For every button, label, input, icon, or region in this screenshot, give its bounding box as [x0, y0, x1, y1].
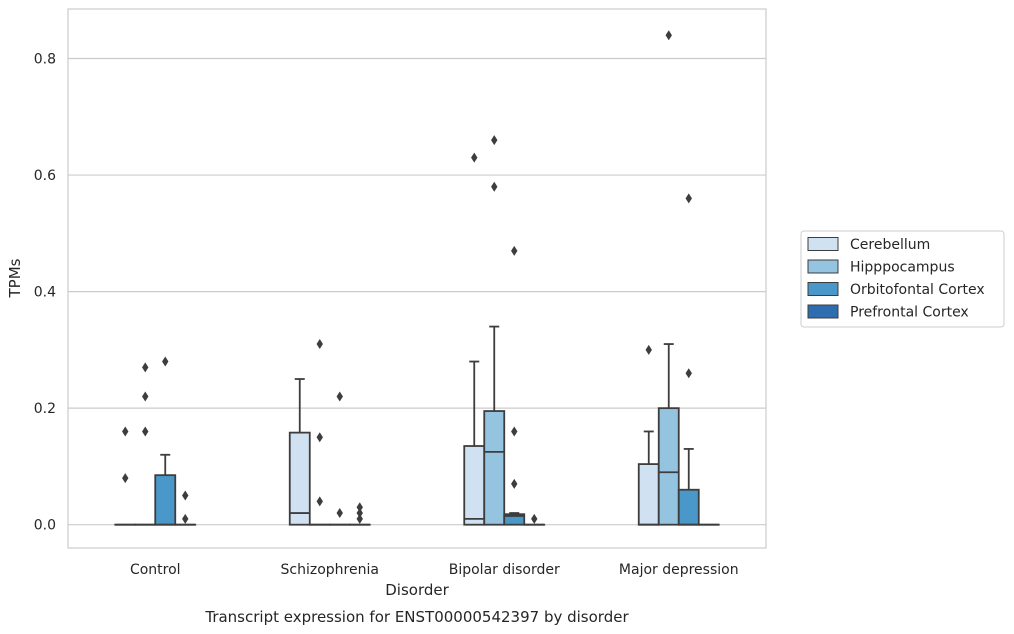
outlier-point — [511, 245, 518, 256]
y-tick-label: 0.0 — [34, 518, 56, 534]
y-axis-label: TPMs — [6, 258, 24, 298]
box-body — [657, 407, 680, 526]
y-tick-label: 0.8 — [34, 52, 56, 68]
y-tick-labels: 0.0 0.2 0.4 0.6 0.8 — [34, 52, 56, 534]
box-body — [288, 431, 311, 526]
box-body — [483, 410, 506, 526]
outlier-point — [356, 513, 363, 524]
box-orbitofontal-cortex — [154, 356, 177, 526]
box-cerebellum — [463, 152, 486, 526]
box-cerebellum — [637, 344, 660, 526]
outlier-point — [142, 426, 149, 437]
x-tick-label: Bipolar disorder — [449, 562, 560, 578]
box-prefrontal-cortex — [174, 490, 197, 526]
box-body — [503, 513, 526, 526]
legend-label: Cerebellum — [850, 237, 930, 253]
outlier-point — [316, 339, 323, 350]
outlier-point — [491, 181, 498, 192]
chart-title: Transcript expression for ENST0000054239… — [204, 608, 629, 626]
box-hipppocampus — [483, 135, 506, 526]
outlier-point — [531, 513, 538, 524]
plot-frame — [67, 8, 767, 549]
outlier-point — [471, 152, 478, 163]
x-tick-labels: Control Schizophrenia Bipolar disorder Majo… — [130, 562, 739, 578]
outlier-point — [645, 344, 652, 355]
x-tick-label: Major depression — [619, 562, 739, 578]
outlier-point — [336, 508, 343, 519]
y-tick-label: 0.6 — [34, 168, 56, 184]
box-orbitofontal-cortex — [328, 391, 351, 526]
outlier-point — [316, 496, 323, 507]
legend-label: Orbitofontal Cortex — [850, 282, 985, 298]
box-orbitofontal-cortex — [677, 193, 700, 526]
x-axis-label: Disorder — [385, 581, 449, 599]
box-orbitofontal-cortex — [503, 245, 526, 526]
legend-swatch — [807, 237, 839, 251]
outlier-point — [511, 426, 518, 437]
box-body — [463, 445, 486, 526]
x-tick-label: Schizophrenia — [281, 562, 379, 578]
outlier-point — [142, 391, 149, 402]
outlier-point — [122, 426, 129, 437]
outlier-point — [356, 508, 363, 519]
outlier-point — [336, 391, 343, 402]
box-prefrontal-cortex — [348, 502, 371, 526]
legend-swatch — [807, 282, 839, 296]
legend-label: Hipppocampus — [850, 260, 955, 276]
outlier-point — [162, 356, 169, 367]
legend-swatch — [807, 259, 839, 274]
y-tick-label: 0.2 — [34, 401, 56, 417]
outlier-point — [122, 473, 129, 484]
legend-frame — [800, 230, 1005, 328]
box-body — [154, 474, 177, 526]
box-cerebellum — [288, 378, 311, 526]
outlier-point — [182, 490, 189, 501]
outlier-point — [491, 135, 498, 146]
outlier-point — [665, 30, 672, 41]
box-hipppocampus — [134, 362, 157, 526]
outlier-point — [511, 478, 518, 489]
y-tick-label: 0.4 — [34, 285, 56, 301]
legend-label: Prefrontal Cortex — [850, 305, 969, 321]
outlier-point — [685, 193, 692, 204]
outlier-point — [316, 432, 323, 443]
legend-swatch — [807, 304, 839, 319]
box-cerebellum — [114, 426, 137, 526]
box-hipppocampus — [657, 30, 680, 526]
box-body — [677, 488, 700, 526]
box-hipppocampus — [308, 339, 331, 526]
outlier-point — [142, 362, 149, 373]
box-body — [637, 463, 660, 526]
x-tick-label: Control — [130, 562, 181, 578]
legend: Cerebellum Hipppocampus Orbitofontal Corte… — [800, 230, 1005, 328]
box-prefrontal-cortex — [523, 513, 546, 526]
outlier-point — [182, 513, 189, 524]
outlier-point — [685, 368, 692, 379]
box-series — [114, 30, 720, 526]
outlier-point — [356, 502, 363, 513]
